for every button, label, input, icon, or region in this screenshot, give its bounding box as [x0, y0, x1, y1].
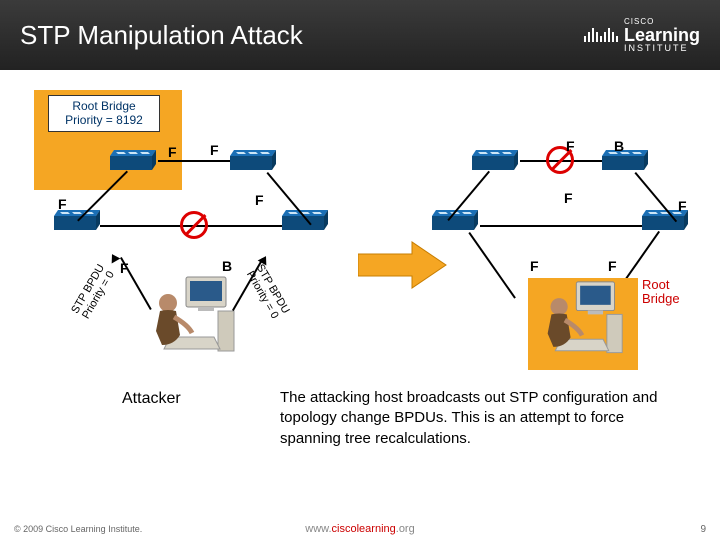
- copyright-text: © 2009 Cisco Learning Institute.: [14, 524, 142, 534]
- port-b: B: [614, 138, 624, 154]
- diagram-area: Root Bridge Priority = 8192: [0, 80, 720, 470]
- root-bridge-line1: Root Bridge: [55, 99, 153, 113]
- cisco-bars-icon: [584, 28, 618, 42]
- bpdu-label-left: STP BPDU Priority = 0: [69, 262, 117, 322]
- header-bar: STP Manipulation Attack CISCO Learning I…: [0, 0, 720, 70]
- root-bridge-right: Root Bridge: [642, 278, 680, 307]
- attacker-pc-right-icon: [540, 280, 626, 366]
- logo-institute: INSTITUTE: [624, 44, 700, 53]
- root-l2: Bridge: [642, 292, 680, 306]
- bpdu-arrow-left: [120, 257, 152, 310]
- logo-learning: Learning: [624, 26, 700, 44]
- switch-left-bot-left: [52, 210, 102, 232]
- url-mid: ciscolearning: [332, 523, 396, 535]
- slide-title: STP Manipulation Attack: [20, 20, 303, 51]
- root-bridge-label: Root Bridge Priority = 8192: [48, 95, 160, 132]
- port-f: F: [168, 144, 177, 160]
- arrow-head-icon: [108, 252, 121, 264]
- port-f: F: [58, 196, 67, 212]
- switch-right-top-right: [600, 150, 650, 172]
- switch-left-top-left: [108, 150, 158, 172]
- bpdu-label-right: STP BPDU Priority = 0: [243, 262, 291, 322]
- root-l1: Root: [642, 278, 680, 292]
- port-f: F: [678, 198, 687, 214]
- edge: [158, 160, 230, 162]
- port-f: F: [255, 192, 264, 208]
- cisco-logo: CISCO Learning INSTITUTE: [584, 18, 700, 53]
- switch-left-bot-right: [280, 210, 330, 232]
- url-suffix: .org: [396, 523, 415, 535]
- port-b: B: [222, 258, 232, 274]
- edge: [480, 225, 642, 227]
- root-bridge-line2: Priority = 8192: [55, 113, 153, 127]
- attacker-caption: Attacker: [122, 390, 181, 408]
- port-f: F: [566, 138, 575, 154]
- edge: [468, 232, 516, 299]
- switch-right-top-left: [470, 150, 520, 172]
- port-f: F: [564, 190, 573, 206]
- strike-icon: [180, 211, 208, 239]
- slide-number: 9: [700, 524, 706, 535]
- port-f: F: [608, 258, 617, 274]
- description-text: The attacking host broadcasts out STP co…: [280, 388, 680, 449]
- transition-arrow-icon: [358, 240, 448, 295]
- port-f: F: [530, 258, 539, 274]
- url-prefix: www.: [305, 523, 331, 535]
- port-f: F: [210, 142, 219, 158]
- footer-url: www.ciscolearning.org: [305, 523, 414, 535]
- footer-bar: © 2009 Cisco Learning Institute. www.cis…: [0, 518, 720, 540]
- switch-left-top-right: [228, 150, 278, 172]
- attacker-pc-icon: [148, 275, 238, 365]
